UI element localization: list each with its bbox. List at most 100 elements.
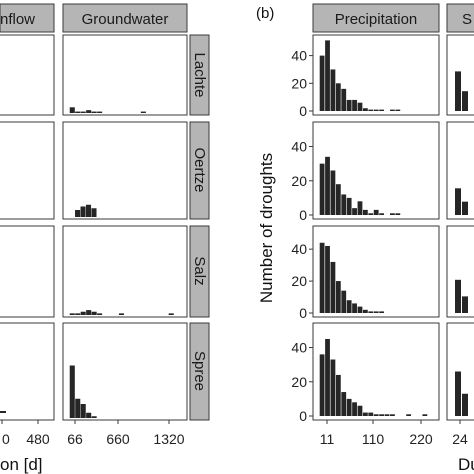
precipitation-spree-bar [373,414,379,416]
groundwater-salz-bar [75,313,81,315]
precipitation-salz-bar [346,300,352,313]
streamflow-panel-lachte [0,34,55,116]
precipitation-oertze-bar [319,163,325,215]
row-strip-spree [189,322,210,421]
s-spree-bar [455,371,461,416]
strip-s [446,3,474,33]
b-x-tick-11: 11 [320,431,335,447]
precipitation-salz-bar [357,306,363,313]
precipitation-oertze-bar [352,208,357,215]
s-oertze-bar [462,201,468,215]
precipitation-lachte-bar [357,102,363,111]
s-salz-bar [455,279,461,313]
groundwater-panel-salz [62,225,188,318]
b-s-tick-24: 24 [452,431,468,447]
groundwater-salz-bar [86,310,92,315]
strip-groundwater-label: Groundwater [82,11,169,28]
groundwater-lachte-bar [86,110,92,113]
precipitation-lachte-bar [373,109,379,111]
a-left-tick-0: 0 [2,431,10,447]
groundwater-panel-spree [62,322,188,421]
y-tick-label: 40 [291,48,307,64]
precipitation-spree-bar [335,374,341,416]
precipitation-oertze-bar [379,213,385,215]
s-panels [446,34,474,421]
s-salz-bar [462,296,468,313]
groundwater-panel-oertze [62,121,188,220]
precipitation-lachte-bar [335,83,341,111]
precipitation-salz-bar [325,245,330,313]
y-tick-label: 40 [291,340,307,356]
strip-streamflow-label: nflow [0,11,35,28]
streamflow-panel-oertze [0,121,55,220]
strip-streamflow [0,3,55,33]
groundwater-lachte-bar [140,111,146,113]
precipitation-spree-bar [422,414,428,416]
y-tick-label: 40 [291,139,307,155]
groundwater-lachte-bar [80,111,86,113]
a-gw-tick-1320: 1320 [153,431,184,447]
precipitation-panels [312,34,440,421]
precipitation-spree-bar [357,405,363,416]
precipitation-salz-bar [341,290,347,313]
precipitation-lachte-bar [395,109,401,111]
groundwater-lachte-bar [69,107,75,113]
y-tick-label: 0 [299,305,307,321]
precipitation-lachte-bar [319,55,325,111]
groundwater-lachte-bar [75,111,81,113]
y-tick-label: 0 [299,103,307,119]
precipitation-spree-bar [330,359,336,416]
precipitation-oertze-bar [325,156,330,215]
a-gw-tick-66: 66 [67,431,83,447]
row-strip-oertze [189,121,210,220]
groundwater-lachte-bar [91,111,97,113]
precipitation-lachte-bar [346,99,352,111]
groundwater-salz-bar [80,311,86,315]
precipitation-lachte-bar [362,108,368,111]
groundwater-oertze-bar [75,210,81,217]
groundwater-lachte-bar [97,111,103,113]
precipitation-lachte-bar [379,109,385,111]
y-tick-label: 0 [299,207,307,223]
groundwater-salz-bar [118,313,125,315]
y-tick-label: 20 [291,273,307,289]
y-tick-label: 20 [291,75,307,91]
y-tick-label: 40 [291,241,307,257]
b-y-axis-title: Number of droughts [257,153,276,303]
b-x-axis-title: Du [458,455,474,474]
precipitation-spree-bar [406,414,412,416]
a-left-tick-480: 480 [26,431,50,447]
groundwater-oertze-bar [85,204,92,217]
row-strips: Lachte Oertze Salz Spree [189,34,210,421]
precipitation-oertze-bar [341,194,347,215]
precipitation-oertze-bar [362,209,368,215]
precipitation-salz-bar [352,303,357,313]
groundwater-oertze-bar [91,208,97,217]
b-x-tick-110: 110 [362,431,385,447]
precipitation-oertze-bar [330,170,336,215]
precipitation-oertze-bar [357,201,363,215]
strip-s-label: S [462,11,472,28]
streamflow-panels [0,34,55,421]
a-gw-tick-660: 660 [106,431,130,447]
groundwater-oertze-bar [80,206,86,217]
y-tick-label: 20 [291,374,307,390]
y-tick-labels: 0 20 40 0 20 40 0 20 40 0 20 40 [291,48,313,424]
precipitation-oertze-bar [390,213,395,215]
groundwater-spree-bar [86,412,92,418]
precipitation-salz-bar [368,311,374,313]
precipitation-salz-bar [373,311,379,313]
streamflow-spree-bar [0,411,6,413]
precipitation-spree-bar [341,392,347,416]
b-x-tick-220: 220 [409,431,433,447]
groundwater-salz-bar [97,313,103,315]
s-lachte-bar [455,71,461,111]
precipitation-salz-bar [330,261,336,313]
groundwater-panels [62,34,188,421]
s-oertze-bar [455,188,461,215]
groundwater-panel-lachte [62,34,188,116]
groundwater-spree-bar [75,398,81,418]
groundwater-salz-bar [168,313,174,315]
precipitation-lachte-bar [325,40,330,112]
